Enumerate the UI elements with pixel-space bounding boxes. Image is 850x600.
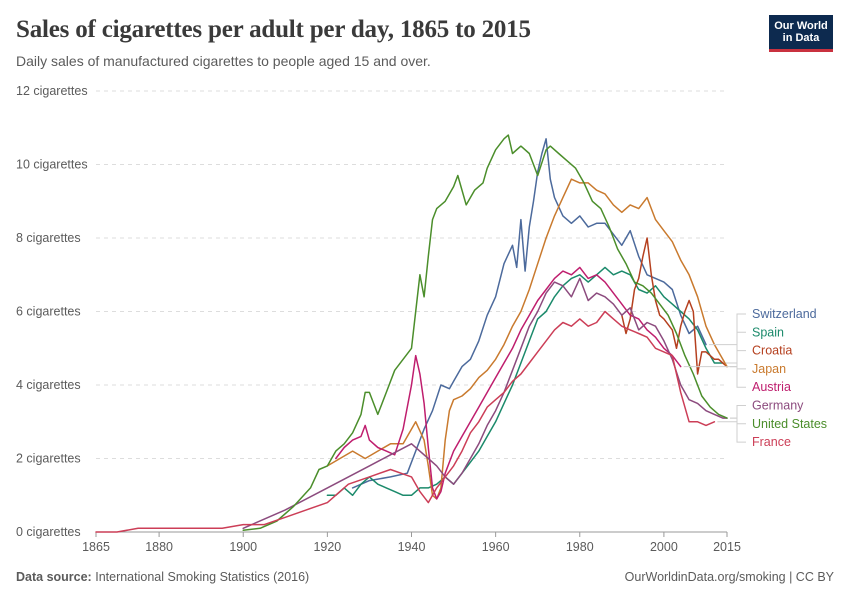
legend-connector xyxy=(708,313,746,346)
y-tick-label: 12 cigarettes xyxy=(16,84,88,98)
chart-title: Sales of cigarettes per adult per day, 1… xyxy=(16,16,531,43)
legend-label-germany: Germany xyxy=(752,399,804,413)
legend-label-france: France xyxy=(752,435,791,449)
series-line-croatia xyxy=(621,237,728,375)
legend-connector xyxy=(730,405,746,419)
x-tick-label: 1980 xyxy=(566,540,594,554)
y-tick-label: 10 cigarettes xyxy=(16,158,88,172)
x-tick-label: 1865 xyxy=(82,540,110,554)
logo-line-1: Our World xyxy=(774,20,828,32)
logo-line-2: in Data xyxy=(782,32,820,44)
series-line-united-states xyxy=(242,134,728,531)
data-source: Data source: International Smoking Stati… xyxy=(16,570,309,584)
y-tick-label: 6 cigarettes xyxy=(16,305,81,319)
y-tick-label: 4 cigarettes xyxy=(16,378,81,392)
x-tick-label: 1960 xyxy=(482,540,510,554)
series-line-japan xyxy=(326,178,728,500)
series-line-spain xyxy=(326,266,724,497)
x-tick-label: 2000 xyxy=(650,540,678,554)
series-line-switzerland xyxy=(351,138,707,489)
series-line-france xyxy=(95,310,716,533)
legend-label-austria: Austria xyxy=(752,380,791,394)
legend-connector xyxy=(717,421,746,443)
x-tick-label: 1900 xyxy=(229,540,257,554)
legend-connector xyxy=(725,331,746,364)
x-tick-label: 1880 xyxy=(145,540,173,554)
legend-label-japan: Japan xyxy=(752,362,786,376)
legend-label-switzerland: Switzerland xyxy=(752,307,817,321)
data-source-label: Data source: xyxy=(16,570,92,584)
owid-logo[interactable]: Our World in Data xyxy=(769,15,833,52)
legend-connector xyxy=(730,350,746,368)
series-line-germany xyxy=(242,277,728,530)
x-tick-label: 2015 xyxy=(713,540,741,554)
legend-label-united-states: United States xyxy=(752,417,827,431)
series-lines xyxy=(95,134,728,533)
x-axis: 1865 1880 1900 1920 1940 1960 1980 2000 2015 xyxy=(82,532,741,554)
y-tick-label: 8 cigarettes xyxy=(16,231,81,245)
legend-connector xyxy=(730,417,746,425)
x-tick-label: 1920 xyxy=(313,540,341,554)
y-tick-label: 0 cigarettes xyxy=(16,525,81,539)
x-tick-label: 1940 xyxy=(398,540,426,554)
legend-connector xyxy=(683,366,746,388)
data-source-text: International Smoking Statistics (2016) xyxy=(95,570,310,584)
legend-label-croatia: Croatia xyxy=(752,344,792,358)
legend-label-spain: Spain xyxy=(752,325,784,339)
chart-subtitle: Daily sales of manufactured cigarettes t… xyxy=(16,53,431,69)
y-tick-label: 2 cigarettes xyxy=(16,452,81,466)
footer-url[interactable]: OurWorldinData.org/smoking | CC BY xyxy=(624,570,834,584)
legend: Switzerland Spain Croatia Japan Austria Germa… xyxy=(683,307,827,449)
grid-layer: 0 cigarettes 2 cigarettes 4 cigarettes 6 ci… xyxy=(16,84,727,539)
